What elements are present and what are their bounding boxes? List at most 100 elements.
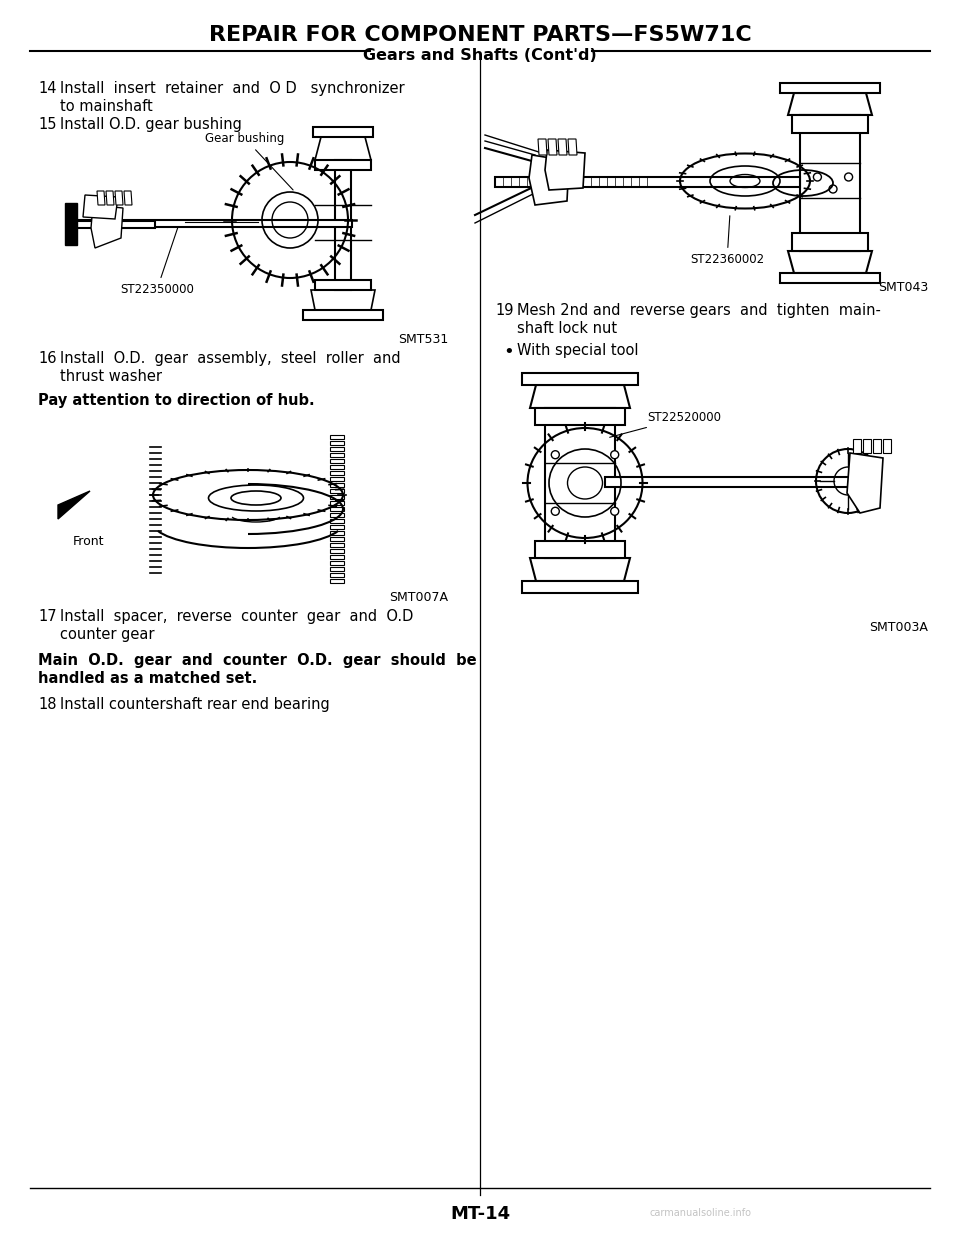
Polygon shape [535, 408, 625, 425]
Polygon shape [330, 471, 344, 475]
Text: handled as a matched set.: handled as a matched set. [38, 671, 257, 686]
Text: ST22350000: ST22350000 [120, 224, 194, 296]
Text: to mainshaft: to mainshaft [60, 99, 153, 114]
Text: Install  insert  retainer  and  O D   synchronizer: Install insert retainer and O D synchron… [60, 81, 404, 96]
Polygon shape [330, 495, 344, 498]
Polygon shape [330, 447, 344, 451]
Polygon shape [330, 513, 344, 517]
Text: SMT531: SMT531 [397, 333, 448, 346]
Polygon shape [780, 83, 880, 93]
Polygon shape [883, 439, 891, 452]
Polygon shape [70, 220, 352, 227]
Text: 16: 16 [38, 351, 57, 365]
Polygon shape [548, 139, 557, 155]
Polygon shape [863, 439, 871, 452]
Polygon shape [330, 452, 344, 457]
Circle shape [611, 507, 618, 516]
Polygon shape [873, 439, 881, 452]
Text: carmanualsoline.info: carmanualsoline.info [649, 1208, 751, 1218]
Polygon shape [106, 191, 114, 205]
Polygon shape [545, 150, 585, 190]
Polygon shape [529, 155, 569, 205]
Polygon shape [330, 556, 344, 559]
Polygon shape [495, 177, 800, 186]
Text: shaft lock nut: shaft lock nut [517, 321, 617, 336]
Polygon shape [97, 191, 105, 205]
Polygon shape [330, 561, 344, 566]
Polygon shape [330, 435, 344, 439]
Polygon shape [315, 280, 371, 290]
Text: ST22520000: ST22520000 [610, 411, 721, 438]
Polygon shape [853, 439, 861, 452]
Text: Gear bushing: Gear bushing [205, 132, 293, 190]
Polygon shape [558, 139, 567, 155]
Polygon shape [330, 543, 344, 547]
Polygon shape [313, 127, 373, 137]
Text: thrust washer: thrust washer [60, 369, 162, 384]
Text: SMT043: SMT043 [877, 281, 928, 295]
Polygon shape [330, 477, 344, 481]
Polygon shape [330, 484, 344, 487]
Polygon shape [330, 531, 344, 534]
Polygon shape [330, 573, 344, 577]
Polygon shape [330, 525, 344, 530]
Polygon shape [792, 232, 868, 251]
Text: Install O.D. gear bushing: Install O.D. gear bushing [60, 117, 242, 132]
Polygon shape [335, 160, 351, 290]
Polygon shape [83, 195, 118, 219]
Polygon shape [788, 93, 872, 116]
Polygon shape [780, 273, 880, 283]
Polygon shape [330, 520, 344, 523]
Polygon shape [530, 558, 630, 580]
Circle shape [551, 507, 560, 516]
Text: ST22360002: ST22360002 [690, 216, 764, 266]
Text: Mesh 2nd and  reverse gears  and  tighten  main-: Mesh 2nd and reverse gears and tighten m… [517, 303, 881, 318]
Text: Install countershaft rear end bearing: Install countershaft rear end bearing [60, 697, 329, 712]
Circle shape [611, 451, 618, 459]
Polygon shape [535, 541, 625, 558]
Polygon shape [75, 221, 155, 227]
Polygon shape [568, 139, 577, 155]
Text: Main  O.D.  gear  and  counter  O.D.  gear  should  be: Main O.D. gear and counter O.D. gear sho… [38, 653, 476, 667]
Text: counter gear: counter gear [60, 626, 155, 641]
Polygon shape [330, 507, 344, 511]
Text: Install  spacer,  reverse  counter  gear  and  O.D: Install spacer, reverse counter gear and… [60, 609, 414, 624]
Text: Gears and Shafts (Cont'd): Gears and Shafts (Cont'd) [363, 48, 597, 63]
Polygon shape [330, 441, 344, 445]
Text: SMT003A: SMT003A [869, 622, 928, 634]
Polygon shape [330, 579, 344, 583]
Text: With special tool: With special tool [517, 343, 638, 358]
Polygon shape [330, 537, 344, 541]
Polygon shape [124, 191, 132, 205]
Text: 15: 15 [38, 117, 57, 132]
Text: MT-14: MT-14 [450, 1204, 510, 1223]
Polygon shape [330, 549, 344, 553]
Polygon shape [538, 139, 547, 155]
Text: 14: 14 [38, 81, 57, 96]
Polygon shape [522, 580, 638, 593]
Polygon shape [522, 373, 638, 385]
Polygon shape [315, 137, 371, 160]
Polygon shape [792, 116, 868, 133]
Polygon shape [65, 203, 77, 245]
Polygon shape [330, 501, 344, 505]
Polygon shape [847, 452, 883, 513]
Polygon shape [303, 310, 383, 319]
Polygon shape [330, 488, 344, 493]
Text: Front: Front [73, 534, 105, 548]
Text: 18: 18 [38, 697, 57, 712]
Polygon shape [311, 290, 375, 310]
Text: 17: 17 [38, 609, 57, 624]
Polygon shape [58, 491, 90, 520]
Polygon shape [605, 477, 855, 487]
Polygon shape [330, 459, 344, 462]
Text: SMT007A: SMT007A [389, 590, 448, 604]
Polygon shape [91, 205, 123, 249]
Circle shape [551, 451, 560, 459]
Text: REPAIR FOR COMPONENT PARTS—FS5W71C: REPAIR FOR COMPONENT PARTS—FS5W71C [208, 25, 752, 45]
Text: 19: 19 [495, 303, 514, 318]
Polygon shape [545, 408, 615, 558]
Polygon shape [115, 191, 123, 205]
Polygon shape [330, 567, 344, 571]
Polygon shape [530, 385, 630, 408]
